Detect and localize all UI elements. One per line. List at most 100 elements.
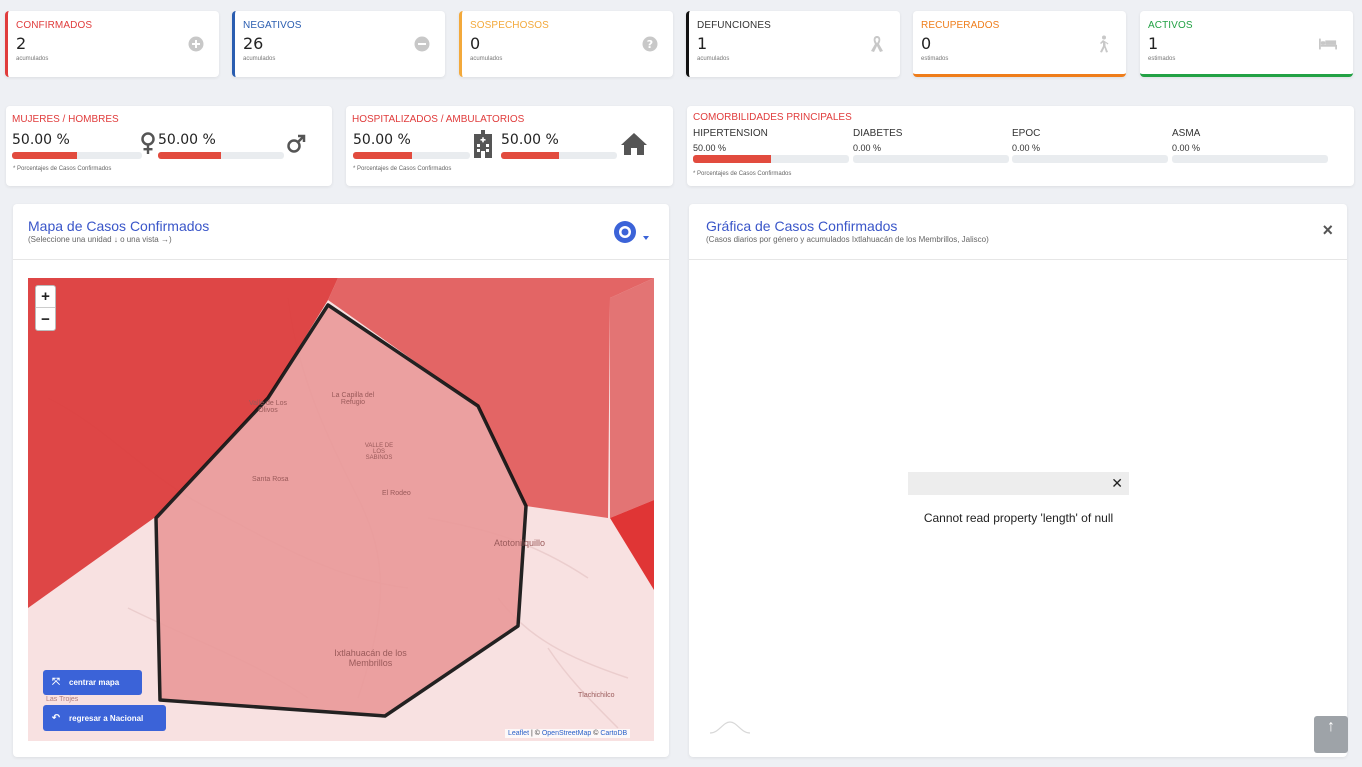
svg-text:?: ?: [647, 38, 653, 51]
question-circle-icon: ?: [641, 35, 659, 53]
stat-sub: acumulados: [697, 56, 730, 62]
stat-card-activos: ACTIVOS 1 estimados: [1140, 11, 1353, 77]
comorbidity-pct: 50.00 %: [693, 143, 727, 153]
stat-label: SOSPECHOSOS: [470, 20, 549, 31]
comorbidity-name: HIPERTENSION: [693, 128, 768, 139]
error-header-bar: ✕: [908, 472, 1129, 495]
chart-placeholder-icon: [709, 720, 751, 739]
comorbidities-footnote: * Porcentajes de Casos Confirmados: [693, 171, 792, 177]
attribution-separator: ©: [591, 730, 601, 737]
undo-icon: ↶: [51, 712, 61, 724]
error-close-button[interactable]: ✕: [1111, 475, 1123, 491]
stat-sub: acumulados: [243, 56, 276, 62]
map-place-label: Santa Rosa: [252, 476, 289, 483]
women-bar: [12, 152, 142, 159]
comorbidity-name: DIABETES: [853, 128, 903, 139]
map-card-header: Mapa de Casos Confirmados (Seleccione un…: [13, 204, 669, 260]
view-selector-eye-icon[interactable]: [613, 220, 653, 251]
map-place-label: Las Trojes: [46, 696, 79, 703]
zoom-out-button[interactable]: −: [41, 310, 50, 328]
stat-value: 2: [16, 34, 27, 53]
hospital-bed-icon: [1319, 35, 1337, 53]
stat-value: 0: [470, 34, 481, 53]
comorbidity-name: ASMA: [1172, 128, 1201, 139]
gender-footnote: * Porcentajes de Casos Confirmados: [13, 166, 112, 172]
comorbidity-pct: 0.00 %: [853, 143, 882, 153]
hospital-panel: HOSPITALIZADOS / AMBULATORIOS 50.00 % 50…: [346, 106, 673, 186]
chart-card-title: Gráfica de Casos Confirmados: [706, 218, 898, 234]
ambulatory-percent: 50.00 %: [501, 132, 559, 148]
hospital-footnote: * Porcentajes de Casos Confirmados: [353, 166, 452, 172]
cartodb-link[interactable]: CartoDB: [600, 730, 628, 737]
stat-card-negativos: NEGATIVOS 26 acumulados: [232, 11, 445, 77]
male-icon: [286, 134, 306, 159]
stat-card-confirmados: CONFIRMADOS 2 acumulados: [5, 11, 219, 77]
stat-value: 0: [921, 34, 932, 53]
attribution-separator: | ©: [529, 730, 542, 737]
map-place-label: La Capilla del Refugio: [331, 392, 375, 406]
gender-panel: MUJERES / HOMBRES 50.00 % 50.00 % * Porc…: [6, 106, 332, 186]
stat-value: 1: [697, 34, 708, 53]
walking-person-icon: [1094, 35, 1112, 53]
women-percent: 50.00 %: [12, 132, 70, 148]
map-place-label: El Rodeo: [382, 490, 411, 497]
comorbidity-bar: [853, 155, 1009, 163]
map-place-label: Valle de Los Olivos: [248, 400, 287, 414]
minus-circle-icon: [413, 35, 431, 53]
map-polygons: [28, 278, 654, 741]
comorbidity-bar: [1172, 155, 1328, 163]
plus-circle-icon: [187, 35, 205, 53]
house-icon: [620, 132, 648, 161]
stat-card-defunciones: DEFUNCIONES 1 acumulados: [686, 11, 900, 77]
comorbidity-bar: [693, 155, 849, 163]
ribbon-icon: [868, 35, 886, 53]
center-map-button[interactable]: ⤧ centrar mapa: [43, 670, 142, 695]
national-view-button[interactable]: ↶ regresar a Nacional: [43, 705, 166, 731]
compress-arrows-icon: ⤧: [52, 677, 60, 688]
stat-card-recuperados: RECUPERADOS 0 estimados: [913, 11, 1126, 77]
stat-label: NEGATIVOS: [243, 20, 302, 31]
error-message: Cannot read property 'length' of null: [923, 511, 1114, 525]
stat-card-sospechosos: SOSPECHOSOS 0 acumulados ?: [459, 11, 673, 77]
chart-close-button[interactable]: ×: [1322, 220, 1333, 240]
gender-title: MUJERES / HOMBRES: [12, 114, 119, 125]
stat-label: RECUPERADOS: [921, 20, 1000, 31]
map-zoom-control: + −: [35, 285, 56, 331]
map-place-label: Atotonilquillo: [494, 538, 546, 548]
ambulatory-bar: [501, 152, 617, 159]
national-view-label: regresar a Nacional: [69, 713, 144, 723]
hospital-building-icon: [473, 130, 493, 163]
comorbidity-name: EPOC: [1012, 128, 1041, 139]
arrow-up-icon: ↑: [1327, 718, 1335, 735]
comorbidities-title: COMORBILIDADES PRINCIPALES: [693, 112, 852, 123]
map-card-title: Mapa de Casos Confirmados: [28, 218, 210, 234]
hospitalized-bar: [353, 152, 470, 159]
men-percent: 50.00 %: [158, 132, 216, 148]
stat-sub: acumulados: [470, 56, 503, 62]
comorbidity-pct: 0.00 %: [1012, 143, 1041, 153]
center-map-label: centrar mapa: [69, 678, 120, 687]
stat-label: DEFUNCIONES: [697, 20, 771, 31]
stat-label: CONFIRMADOS: [16, 20, 93, 31]
chart-card-subtitle: (Casos diarios por género y acumulados I…: [706, 235, 989, 244]
stat-label: ACTIVOS: [1148, 20, 1193, 31]
map-card-subtitle: (Seleccione una unidad ↓ o una vista →): [28, 235, 172, 244]
map-place-label: Tlachichilco: [578, 692, 615, 699]
zoom-in-button[interactable]: +: [36, 286, 55, 308]
map-canvas[interactable]: La Capilla del Refugio Valle de Los Oliv…: [28, 278, 654, 741]
stat-sub: estimados: [921, 56, 949, 62]
osm-link[interactable]: OpenStreetMap: [541, 730, 592, 737]
stat-value: 26: [243, 34, 264, 53]
map-attribution: Leaflet | © OpenStreetMap © CartoDB: [505, 729, 631, 738]
stat-sub: estimados: [1148, 56, 1176, 62]
map-place-label: Ixtlahuacán de los Membrillos: [334, 648, 407, 668]
hospital-title: HOSPITALIZADOS / AMBULATORIOS: [352, 114, 525, 125]
scroll-top-button[interactable]: ↑: [1314, 716, 1348, 753]
comorbidities-panel: COMORBILIDADES PRINCIPALES * Porcentajes…: [687, 106, 1354, 186]
hospitalized-percent: 50.00 %: [353, 132, 411, 148]
comorbidity-pct: 0.00 %: [1172, 143, 1201, 153]
men-bar: [158, 152, 284, 159]
female-icon: [140, 132, 156, 161]
leaflet-link[interactable]: Leaflet: [508, 730, 530, 737]
map-place-label: VALLE DE LOS SABINOS: [364, 443, 394, 461]
